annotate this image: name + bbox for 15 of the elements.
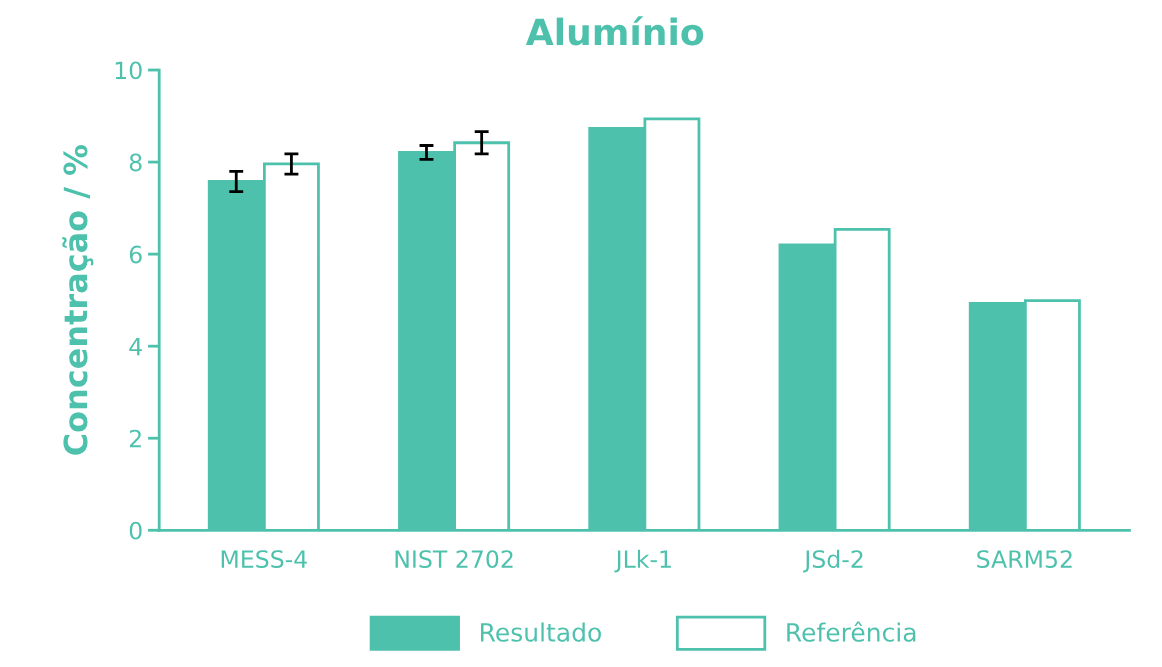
y-tick-label: 2 — [129, 429, 141, 448]
x-tick-label: MESS-4 — [221, 550, 307, 568]
y-tick-label: 6 — [129, 245, 142, 264]
x-tick-label: NIST 2702 — [395, 550, 513, 568]
legend-label: Referência — [787, 621, 916, 642]
y-tick-label: 10 — [115, 61, 142, 80]
legend-label: Resultado — [481, 622, 601, 642]
x-tick-label: JLk-1 — [614, 549, 671, 573]
y-tick-label: 0 — [129, 521, 142, 540]
x-tick-label: SARM52 — [977, 550, 1072, 568]
y-tick-label: 8 — [129, 153, 142, 172]
x-tick-label: JSd-2 — [803, 549, 863, 573]
y-axis-title: Concentração / % — [62, 144, 94, 455]
y-tick-label: 4 — [129, 337, 142, 356]
chart-title: Alumínio — [525, 16, 704, 46]
